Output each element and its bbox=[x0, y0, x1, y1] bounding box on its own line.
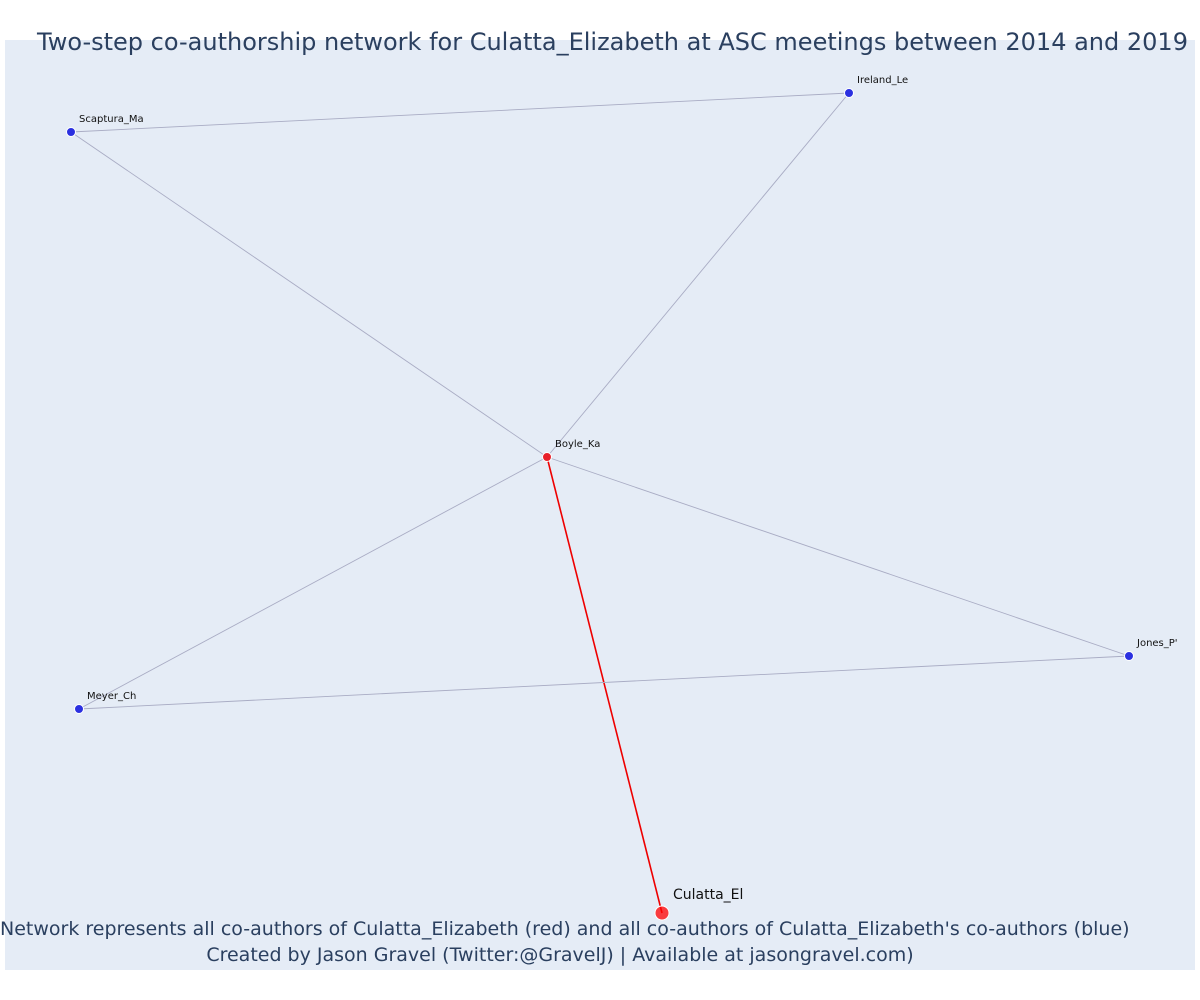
edge-Boyle_Ka-Scaptura_Ma bbox=[70, 131, 548, 458]
node-Jones_P[interactable]: Jones_P' bbox=[1124, 638, 1178, 661]
nodes-layer: Culatta_El Boyle_Ka Scaptura_Ma Ireland_Le M… bbox=[66, 75, 1178, 921]
node-label: Boyle_Ka bbox=[555, 439, 600, 450]
node-Culatta_El[interactable]: Culatta_El bbox=[654, 887, 743, 921]
edges-layer bbox=[70, 92, 1130, 914]
node-label: Ireland_Le bbox=[857, 75, 908, 86]
footer-caption: Network represents all co-authors of Cul… bbox=[0, 916, 1130, 968]
plot-area bbox=[5, 40, 1195, 970]
node-marker[interactable] bbox=[542, 452, 552, 462]
footer-line-2: Created by Jason Gravel (Twitter:@Gravel… bbox=[206, 944, 914, 966]
node-label: Scaptura_Ma bbox=[79, 114, 144, 125]
node-marker[interactable] bbox=[654, 905, 670, 921]
edge-Boyle_Ka-Jones_P bbox=[546, 456, 1130, 657]
edge-Boyle_Ka-Meyer_Ch bbox=[78, 456, 548, 710]
node-marker[interactable] bbox=[844, 88, 854, 98]
node-label: Meyer_Ch bbox=[87, 691, 136, 702]
edge-Scaptura_Ma-Ireland_Le bbox=[70, 92, 850, 133]
node-marker[interactable] bbox=[74, 704, 84, 714]
page-title: Two-step co-authorship network for Culat… bbox=[37, 28, 1188, 56]
node-Scaptura_Ma[interactable]: Scaptura_Ma bbox=[66, 114, 144, 137]
node-marker[interactable] bbox=[66, 127, 76, 137]
node-marker[interactable] bbox=[1124, 651, 1134, 661]
edge-Boyle_Ka-Ireland_Le bbox=[546, 92, 850, 458]
edge-Culatta_El-Boyle_Ka bbox=[546, 456, 663, 914]
node-Meyer_Ch[interactable]: Meyer_Ch bbox=[74, 691, 137, 714]
node-label: Culatta_El bbox=[673, 887, 743, 903]
footer-line-1: Network represents all co-authors of Cul… bbox=[0, 918, 1130, 940]
node-label: Jones_P' bbox=[1136, 638, 1178, 649]
edge-Meyer_Ch-Jones_P bbox=[78, 655, 1130, 710]
node-Ireland_Le[interactable]: Ireland_Le bbox=[844, 75, 909, 98]
node-Boyle_Ka[interactable]: Boyle_Ka bbox=[542, 439, 601, 462]
